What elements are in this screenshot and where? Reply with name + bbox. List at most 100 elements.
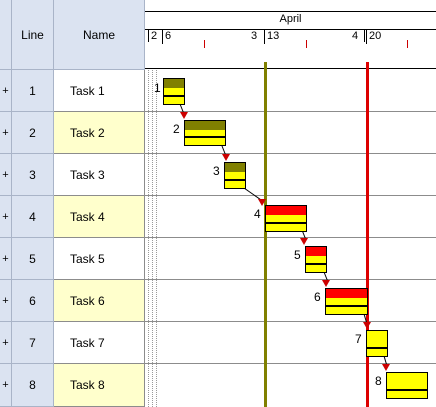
plus-icon: + [2, 126, 9, 139]
day-tick [162, 30, 163, 44]
task-name: Task 5 [70, 251, 105, 266]
week-label: 3 [251, 30, 258, 42]
line-cell-4[interactable]: 4 [12, 196, 54, 238]
line-cell-7[interactable]: 7 [12, 322, 54, 364]
line-cell-3[interactable]: 3 [12, 154, 54, 196]
bar-label: 8 [375, 374, 382, 388]
line-header-label: Line [21, 27, 44, 42]
task-bar-7[interactable] [366, 330, 388, 357]
line-number: 1 [29, 83, 36, 98]
expand-toggle-6[interactable]: + [0, 280, 12, 322]
line-number: 4 [29, 209, 36, 224]
name-cell-8[interactable]: Task 8 [54, 364, 145, 407]
plus-icon: + [2, 252, 9, 265]
plus-icon: + [2, 336, 9, 349]
line-number: 7 [29, 335, 36, 350]
arrow-head [300, 238, 308, 245]
plus-icon: + [2, 210, 9, 223]
bar-label: 7 [355, 332, 362, 346]
line-number: 2 [29, 125, 36, 140]
bar-label: 4 [254, 207, 261, 221]
line-number: 6 [29, 293, 36, 308]
row-separator [145, 363, 436, 364]
task-bar-6[interactable] [325, 288, 368, 315]
name-cell-4[interactable]: Task 4 [54, 196, 145, 238]
row-separator [145, 153, 436, 154]
weekend-column [152, 70, 153, 407]
bar-label: 6 [314, 290, 321, 304]
day-row: 6 13 20 [145, 30, 436, 69]
expand-toggle-5[interactable]: + [0, 238, 12, 280]
expand-toggle-2[interactable]: + [0, 112, 12, 154]
arrow-head [322, 280, 330, 287]
line-number: 8 [29, 378, 36, 392]
arrow-head [363, 322, 371, 329]
task-name: Task 3 [70, 167, 105, 182]
day-label: 20 [369, 30, 382, 42]
line-cell-8[interactable]: 8 [12, 364, 54, 407]
day-label: 6 [165, 30, 172, 42]
line-number: 3 [29, 167, 36, 182]
weekend-column [156, 70, 157, 407]
header-top-strip [145, 0, 436, 12]
line-cell-1[interactable]: 1 [12, 70, 54, 112]
arrow-head [222, 154, 230, 161]
red-tick [306, 40, 307, 48]
name-cell-7[interactable]: Task 7 [54, 322, 145, 364]
day-tick [264, 30, 265, 44]
expand-toggle-1[interactable]: + [0, 70, 12, 112]
row-separator [145, 111, 436, 112]
task-bar-4[interactable] [265, 205, 307, 232]
task-bar-5[interactable] [305, 246, 327, 273]
month-header: April [145, 0, 436, 30]
task-bar-1[interactable] [163, 78, 185, 105]
bar-label: 2 [173, 122, 180, 136]
task-bar-2[interactable] [184, 120, 226, 146]
task-name: Task 7 [70, 335, 105, 350]
name-cell-3[interactable]: Task 3 [54, 154, 145, 196]
name-column-header[interactable]: Name [54, 0, 145, 70]
task-name: Task 6 [70, 293, 105, 308]
name-header-label: Name [82, 27, 115, 42]
row-separator [145, 321, 436, 322]
red-tick [407, 40, 408, 48]
plus-icon: + [2, 168, 9, 181]
task-name: Task 8 [70, 378, 105, 392]
arrow-head [180, 112, 188, 119]
name-cell-2[interactable]: Task 2 [54, 112, 145, 154]
line-column-header[interactable]: Line [12, 0, 54, 70]
month-label: April [279, 13, 302, 25]
expand-toggle-7[interactable]: + [0, 322, 12, 364]
row-separator [145, 237, 436, 238]
name-cell-5[interactable]: Task 5 [54, 238, 145, 280]
deadline-line [366, 62, 369, 407]
day-tick [366, 30, 367, 44]
bar-label: 1 [154, 81, 161, 95]
task-name: Task 2 [70, 125, 105, 140]
plus-icon: + [2, 294, 9, 307]
line-cell-6[interactable]: 6 [12, 280, 54, 322]
plus-icon: + [2, 379, 9, 391]
today-line [264, 62, 267, 407]
row-separator [145, 279, 436, 280]
task-bar-8[interactable] [386, 372, 428, 399]
expand-toggle-4[interactable]: + [0, 196, 12, 238]
bar-label: 3 [213, 164, 220, 178]
task-bar-3[interactable] [224, 162, 246, 189]
plus-icon: + [2, 84, 9, 97]
name-cell-1[interactable]: Task 1 [54, 70, 145, 112]
name-cell-6[interactable]: Task 6 [54, 280, 145, 322]
week-tick [364, 30, 365, 42]
line-cell-2[interactable]: 2 [12, 112, 54, 154]
day-label: 13 [267, 30, 280, 42]
expand-toggle-3[interactable]: + [0, 154, 12, 196]
bar-label: 5 [294, 248, 301, 262]
arrow-head [258, 199, 266, 206]
row-separator [145, 195, 436, 196]
line-cell-5[interactable]: 5 [12, 238, 54, 280]
expand-column-header [0, 0, 12, 70]
week-tick [148, 30, 149, 42]
red-tick [204, 40, 205, 48]
